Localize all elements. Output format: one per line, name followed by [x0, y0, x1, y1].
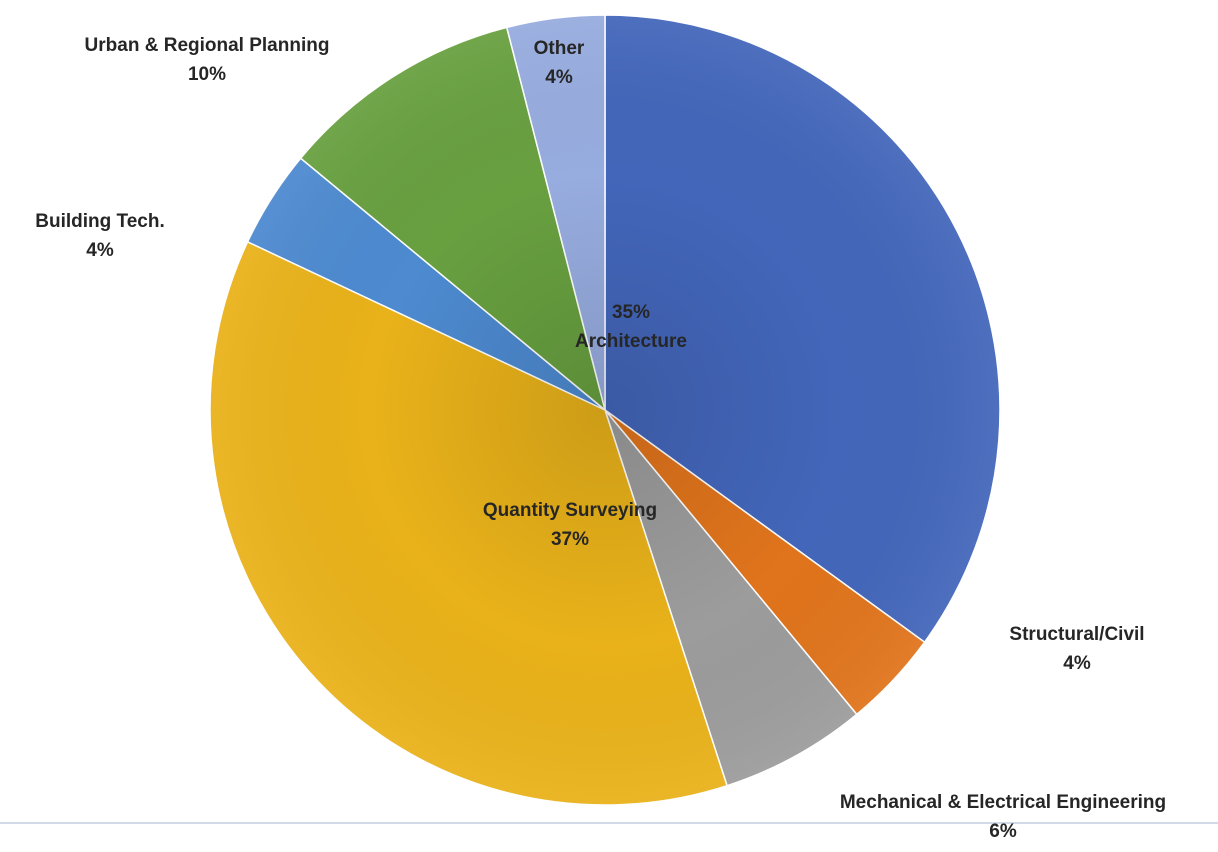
label-structural-civil: Structural/Civil 4% — [1009, 624, 1144, 674]
pie-slices — [209, 14, 1001, 806]
label-quantity-surveying: Quantity Surveying 37% — [483, 500, 657, 550]
label-other: Other 4% — [534, 38, 585, 88]
label-architecture: 35% Architecture — [575, 302, 687, 352]
label-building-tech: Building Tech. 4% — [35, 211, 164, 261]
label-urban-regional-planning: Urban & Regional Planning 10% — [85, 35, 330, 85]
slice-labels: 35% Architecture Structural/Civil 4% Mechani… — [35, 35, 1166, 842]
label-mechanical-electrical-engineering: Mechanical & Electrical Engineering 6% — [840, 792, 1166, 842]
